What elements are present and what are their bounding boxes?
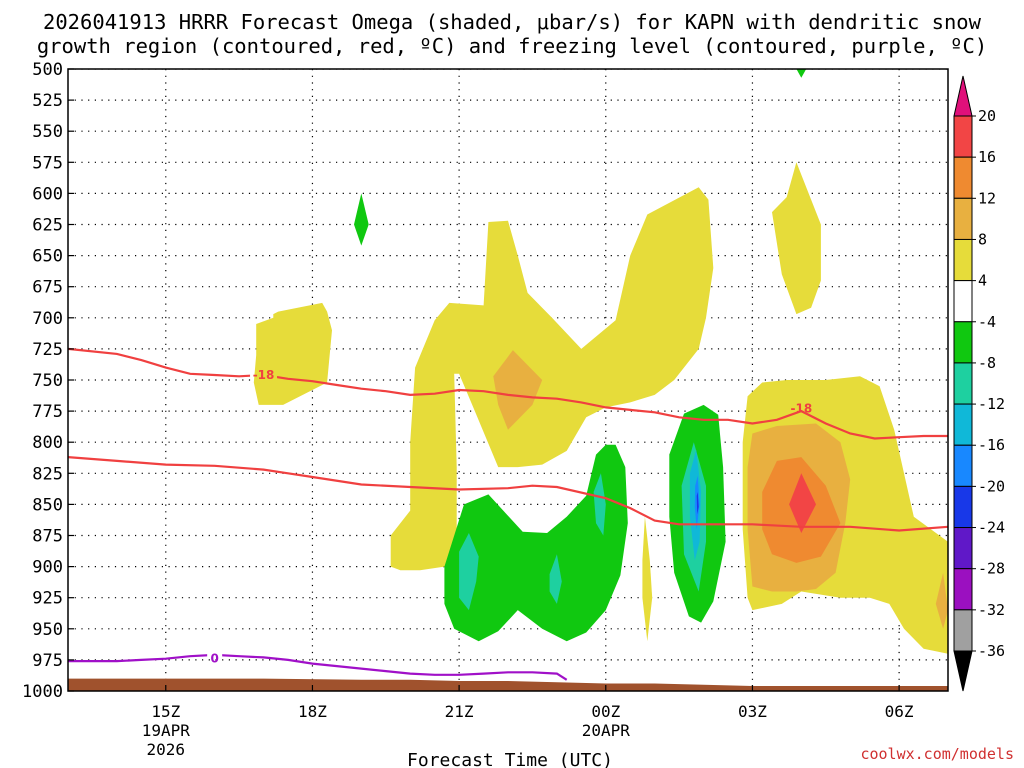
y-tick-label: 925 (32, 589, 63, 609)
y-tick-label: 775 (32, 402, 63, 422)
colorbar-label: -20 (978, 477, 1005, 495)
omega-colorbar: 20 16 12 8 4 -4 -8 -12 -16 -20 -24 -28 -32 -36 (953, 75, 1005, 692)
x-tick-label: 00Z (591, 702, 620, 721)
omega-region-green-lower-left-band (444, 444, 628, 642)
omega-region-yellow-upper-right-lobe (772, 162, 821, 315)
colorbar-swatch (953, 362, 973, 405)
colorbar-label: -8 (978, 354, 996, 372)
omega-region-navy-center-core (696, 492, 699, 515)
colorbar-label: 12 (978, 189, 996, 207)
x-tick-year: 2026 (147, 740, 186, 759)
omega-region-red-right-core (789, 473, 816, 533)
omega-region-green-upper-diamond (354, 193, 369, 246)
colorbar-swatch (953, 485, 973, 529)
colorbar-swatch (953, 568, 973, 611)
colorbar-top-arrow (953, 75, 973, 117)
colorbar-label: -32 (978, 601, 1005, 619)
omega-region-teal-upper-core (593, 473, 606, 536)
x-tick-label: 15Z (151, 702, 180, 721)
y-tick-label: 575 (32, 153, 63, 173)
y-tick-label: 750 (32, 371, 63, 391)
colorbar-swatch (953, 444, 973, 487)
y-tick-label: 800 (32, 433, 63, 453)
colorbar-label: 4 (978, 272, 987, 290)
colorbar-label: 20 (978, 107, 996, 125)
y-tick-label: 600 (32, 184, 63, 204)
colorbar-swatch (953, 280, 973, 323)
y-tick-label: 625 (32, 216, 63, 236)
colorbar-bottom-arrow (953, 650, 973, 692)
x-tick-date: 20APR (582, 721, 631, 740)
chart-title-line-2: growth region (contoured, red, ºC) and f… (37, 34, 987, 58)
omega-region-teal-mid-core (549, 554, 562, 604)
omega-region-yellow-upper-left-blob (253, 302, 332, 405)
colorbar-swatch (953, 238, 973, 282)
colorbar-label: -24 (978, 519, 1005, 537)
colorbar-swatch (953, 609, 973, 652)
colorbar-label: -36 (978, 642, 1005, 660)
x-tick-date: 19APR (142, 721, 191, 740)
colorbar-swatch (953, 197, 973, 240)
y-tick-label: 525 (32, 91, 63, 111)
y-tick-label: 975 (32, 651, 63, 671)
colorbar-swatch (953, 403, 973, 446)
terrain-surface (68, 678, 948, 691)
plot-inner: -18 -18 0 (68, 69, 948, 691)
omega-region-orange-right-edge (935, 572, 948, 629)
contour-dgz-upper-minus-18 (68, 347, 948, 440)
colorbar-swatch (953, 115, 973, 158)
plot-area: -18 -18 0 (67, 68, 949, 692)
y-tick-label: 675 (32, 278, 63, 298)
colorbar-label: 16 (978, 148, 996, 166)
colorbar-label: -16 (978, 436, 1005, 454)
y-tick-label: 700 (32, 309, 63, 329)
colorbar-swatch (953, 527, 973, 570)
x-tick-label: 18Z (298, 702, 327, 721)
contour-label-dgz-upper-minus-18: -18 (253, 368, 275, 382)
y-tick-label: 550 (32, 122, 63, 142)
y-tick-label: 725 (32, 340, 63, 360)
chart-title-line-1: 2026041913 HRRR Forecast Omega (shaded, … (43, 10, 982, 34)
colorbar-swatch (953, 156, 973, 199)
contour-freezing-level-0 (68, 653, 568, 681)
colorbar-label: -12 (978, 395, 1005, 413)
y-tick-label: 850 (32, 495, 63, 515)
contour-label-dgz-lower-minus-18: -18 (790, 402, 812, 416)
y-tick-label: 825 (32, 464, 63, 484)
omega-region-green-top-notch (796, 69, 807, 78)
colorbar-swatch (953, 321, 973, 364)
omega-region-yellow-main-band (390, 187, 714, 571)
y-tick-label: 1000 (22, 682, 63, 702)
colorbar-label: -28 (978, 560, 1005, 578)
x-tick-label: 21Z (445, 702, 474, 721)
omega-region-orange-mid-blob (493, 350, 543, 430)
colorbar-label: -4 (978, 313, 996, 331)
contour-dgz-lower-minus-18 (68, 456, 948, 532)
omega-region-yellow-narrow-strip (642, 516, 653, 642)
y-tick-label: 950 (32, 620, 63, 640)
y-tick-label: 500 (32, 60, 63, 80)
y-tick-label: 875 (32, 527, 63, 547)
y-axis-pressure-ticks: 500 525 550 575 600 625 650 675 700 725 750 775 800 8… (22, 60, 74, 702)
x-axis-label: Forecast Time (UTC) (407, 750, 613, 768)
y-tick-label: 650 (32, 247, 63, 267)
y-tick-label: 900 (32, 558, 63, 578)
x-tick-label: 03Z (738, 702, 767, 721)
contour-label-freezing-level-0: 0 (210, 652, 218, 666)
x-tick-label: 06Z (885, 702, 914, 721)
omega-region-teal-left-core (459, 533, 479, 611)
credit-text[interactable]: coolwx.com/models (860, 745, 1014, 763)
colorbar-label: 8 (978, 230, 987, 248)
